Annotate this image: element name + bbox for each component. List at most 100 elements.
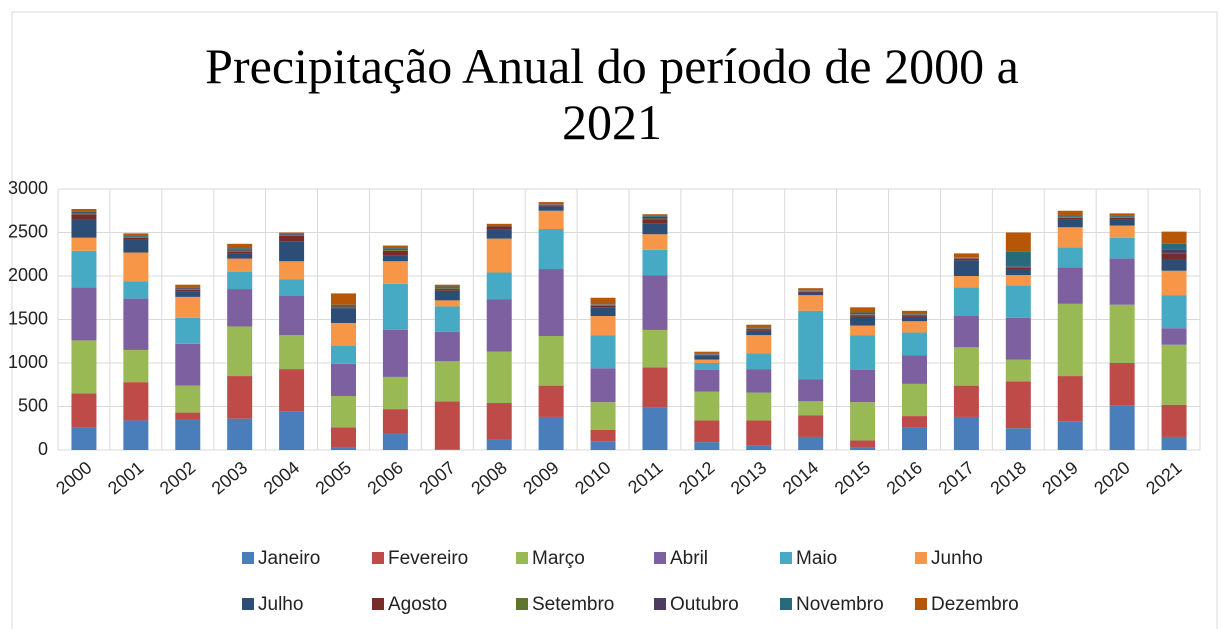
bar-segment	[1109, 215, 1135, 217]
bar-segment	[486, 238, 512, 273]
bar-segment	[1005, 232, 1031, 252]
bar-segment	[123, 298, 149, 350]
bar-segment	[123, 239, 149, 253]
bar-segment	[902, 332, 927, 356]
bar-segment	[798, 436, 824, 450]
bar-segment	[123, 237, 149, 240]
chart-border	[11, 11, 1218, 629]
bar-segment	[694, 363, 720, 370]
bar-segment	[434, 284, 460, 287]
bar-segment	[227, 418, 253, 450]
bar-segment	[1161, 270, 1187, 296]
legend-label: Julho	[258, 594, 303, 615]
x-tick-label: 2010	[571, 457, 615, 498]
bar-segment	[798, 415, 824, 437]
legend-swatch	[516, 598, 528, 610]
legend-label: Agosto	[388, 594, 447, 615]
bar-segment	[798, 291, 824, 293]
bar-segment	[382, 433, 408, 450]
bar-segment	[1109, 213, 1135, 216]
bar-segment	[71, 287, 97, 341]
bar-segment	[175, 288, 201, 290]
bar-segment	[746, 324, 772, 328]
bar-segment	[123, 235, 149, 237]
bar-segment	[1161, 328, 1187, 345]
bar-segment	[850, 440, 876, 448]
y-tick-label: 0	[38, 439, 48, 459]
bar-segment	[902, 355, 927, 384]
bar-segment	[227, 326, 253, 377]
bar-segment	[331, 345, 356, 364]
bar-segment	[486, 223, 512, 226]
bar-segment	[850, 312, 876, 315]
bar-segment	[331, 293, 356, 305]
bar-segment	[902, 321, 927, 333]
bar-segment	[175, 287, 201, 289]
bar-segment	[175, 412, 201, 420]
y-tick-label: 500	[18, 395, 48, 415]
bar-segment	[798, 288, 824, 291]
bar-segment	[590, 335, 616, 369]
bar-segment	[279, 296, 305, 336]
legend: Janeiro Fevereiro Março Abril Maio Junho Julho…	[242, 548, 1019, 615]
bar-segment	[1161, 344, 1187, 405]
bar-segment	[746, 330, 772, 336]
bar-segment	[175, 289, 201, 290]
bar-segment	[71, 211, 97, 213]
bar-segment	[953, 316, 979, 348]
bar-segment	[953, 260, 979, 276]
bar-segment	[590, 402, 616, 430]
bar-segment	[71, 212, 97, 214]
bar-segment	[382, 376, 408, 410]
bar-segment	[1161, 436, 1187, 450]
bar-segment	[1109, 363, 1135, 406]
bar-segment	[902, 315, 927, 317]
bar-segment	[279, 235, 305, 236]
bar-segment	[1161, 253, 1187, 260]
bar-segment	[434, 286, 460, 288]
bar-segment	[1057, 217, 1083, 220]
bar-segment	[382, 250, 408, 256]
bar-segment	[1057, 210, 1083, 216]
bar-segment	[331, 306, 356, 308]
legend-label: Abril	[670, 548, 708, 569]
legend-swatch	[780, 598, 792, 610]
x-tick-label: 2021	[1142, 457, 1186, 498]
bar-segment	[1161, 243, 1187, 250]
bar-segment	[382, 329, 408, 377]
bar-segment	[1005, 285, 1031, 318]
bar-segment	[227, 250, 253, 252]
bar-segment	[694, 359, 720, 363]
bar-segment	[746, 445, 772, 450]
bar-segment	[694, 355, 720, 357]
bar-segment	[642, 215, 668, 217]
x-tick-label: 2006	[364, 457, 408, 498]
legend-swatch	[915, 552, 927, 564]
bar-segment	[71, 393, 97, 428]
bar-segment	[642, 234, 668, 250]
legend-swatch	[372, 598, 384, 610]
bar-segment	[1005, 428, 1031, 450]
legend-label: Janeiro	[258, 548, 320, 569]
bar-segment	[434, 288, 460, 290]
bar-segment	[331, 307, 356, 309]
bar-segment	[642, 275, 668, 330]
bar-segment	[279, 335, 305, 370]
bar-segment	[850, 447, 876, 450]
bar-segment	[694, 356, 720, 360]
bar-segment	[590, 307, 616, 317]
x-tick-label: 2009	[519, 457, 563, 498]
bar-segment	[850, 335, 876, 370]
x-tick-label: 2001	[104, 457, 148, 498]
bar-segment	[175, 385, 201, 413]
bar-segment	[694, 442, 720, 450]
bar-segment	[850, 369, 876, 403]
x-tick-label: 2000	[52, 457, 96, 498]
bar-segment	[1057, 303, 1083, 377]
bar-segment	[227, 251, 253, 254]
bar-segment	[902, 427, 927, 450]
bar-segment	[1109, 219, 1135, 226]
bar-segment	[434, 401, 460, 450]
x-tick-label: 2020	[1090, 457, 1134, 498]
